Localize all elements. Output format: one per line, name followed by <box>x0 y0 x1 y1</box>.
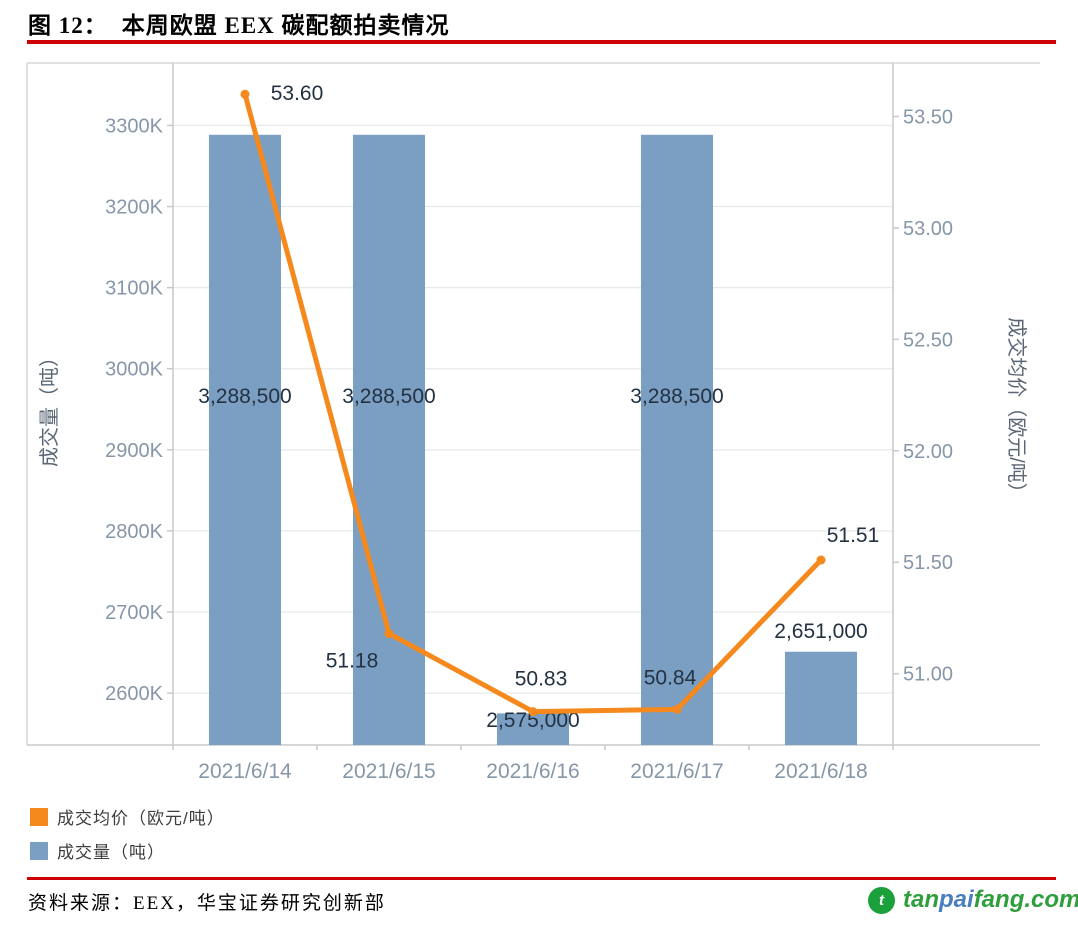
title-underline <box>27 40 1056 44</box>
price-point-marker <box>528 707 538 717</box>
figure-number: 图 12： <box>28 13 108 38</box>
left-axis-tick-label: 3200K <box>105 197 163 219</box>
chart-canvas: 3,288,500 3,288,500 2,575,000 3,288,500 2,65… <box>26 62 1040 783</box>
right-axis-tick-label: 52.50 <box>903 329 953 351</box>
price-legend-label: 成交均价（欧元/吨） <box>57 809 225 828</box>
price-point-marker <box>672 704 682 714</box>
volume-value-label: 3,288,500 <box>342 385 435 408</box>
left-axis-tick-label: 3300K <box>105 115 163 137</box>
x-axis-date-label: 2021/6/17 <box>630 760 723 783</box>
price-point-marker <box>240 89 250 99</box>
volume-value-label: 2,575,000 <box>486 709 579 732</box>
price-value-label: 50.84 <box>644 666 697 689</box>
volume-bar <box>497 713 569 745</box>
auction-chart: 3,288,500 3,288,500 2,575,000 3,288,500 2,65… <box>20 60 1050 795</box>
left-axis-tick-label: 2700K <box>105 602 163 624</box>
x-axis-date-label: 2021/6/18 <box>774 760 867 783</box>
logo-text-pai: pai <box>939 886 974 913</box>
volume-bar <box>209 134 281 745</box>
right-axis-tick-label: 53.00 <box>903 218 953 240</box>
right-axis-tick-label: 52.00 <box>903 441 953 463</box>
page-title: 图 12： 本周欧盟 EEX 碳配额拍卖情况 <box>28 6 450 40</box>
tanpaifang-logo: t tanpaifang.com <box>868 886 1078 914</box>
footer-rule <box>27 877 1056 880</box>
logo-text-fang: fang.com <box>973 886 1078 913</box>
volume-bar <box>785 651 857 745</box>
left-axis-tick-label: 2800K <box>105 521 163 543</box>
legend-item-volume: 成交量（吨） <box>30 838 225 863</box>
x-axis-date-label: 2021/6/14 <box>198 760 292 783</box>
price-line <box>242 91 824 715</box>
x-axis-date-label: 2021/6/15 <box>342 760 435 783</box>
price-point-marker <box>816 555 826 565</box>
right-axis-tick-label: 53.50 <box>903 106 953 128</box>
price-legend-swatch <box>30 807 48 826</box>
logo-text-tan: tan <box>903 886 939 913</box>
left-axis-tick-label: 3000K <box>105 359 163 381</box>
price-value-label: 51.51 <box>827 524 880 547</box>
left-axis-title: 成交量（吨） <box>38 347 61 467</box>
volume-legend-label: 成交量（吨） <box>57 843 165 862</box>
volume-value-label: 2,651,000 <box>774 620 867 643</box>
right-axis-title: 成交均价（欧元/吨） <box>1005 317 1028 503</box>
volume-bar <box>641 134 713 745</box>
tanpaifang-logo-icon: t <box>868 886 895 914</box>
price-value-label: 53.60 <box>271 82 324 105</box>
price-point-marker <box>384 629 394 639</box>
volume-value-label: 3,288,500 <box>198 385 291 408</box>
figure-title-text: 本周欧盟 EEX 碳配额拍卖情况 <box>121 13 450 38</box>
price-value-label: 50.83 <box>515 668 568 691</box>
source-text: 资料来源：EEX，华宝证券研究创新部 <box>28 893 386 914</box>
left-axis-tick-label: 2900K <box>105 440 163 462</box>
volume-value-label: 3,288,500 <box>630 385 723 408</box>
legend-item-price: 成交均价（欧元/吨） <box>30 804 225 829</box>
tanpaifang-logo-text: tanpaifang.com <box>903 886 1078 914</box>
price-value-label: 51.18 <box>326 650 379 673</box>
right-axis-tick-label: 51.00 <box>903 664 953 686</box>
chart-legend: 成交均价（欧元/吨） 成交量（吨） <box>30 804 225 872</box>
right-axis-tick-label: 51.50 <box>903 552 953 574</box>
x-axis-date-label: 2021/6/16 <box>486 760 579 783</box>
volume-bar <box>353 134 425 745</box>
volume-legend-swatch <box>30 841 48 860</box>
left-axis-tick-label: 2600K <box>105 683 163 705</box>
left-axis-tick-label: 3100K <box>105 278 163 300</box>
